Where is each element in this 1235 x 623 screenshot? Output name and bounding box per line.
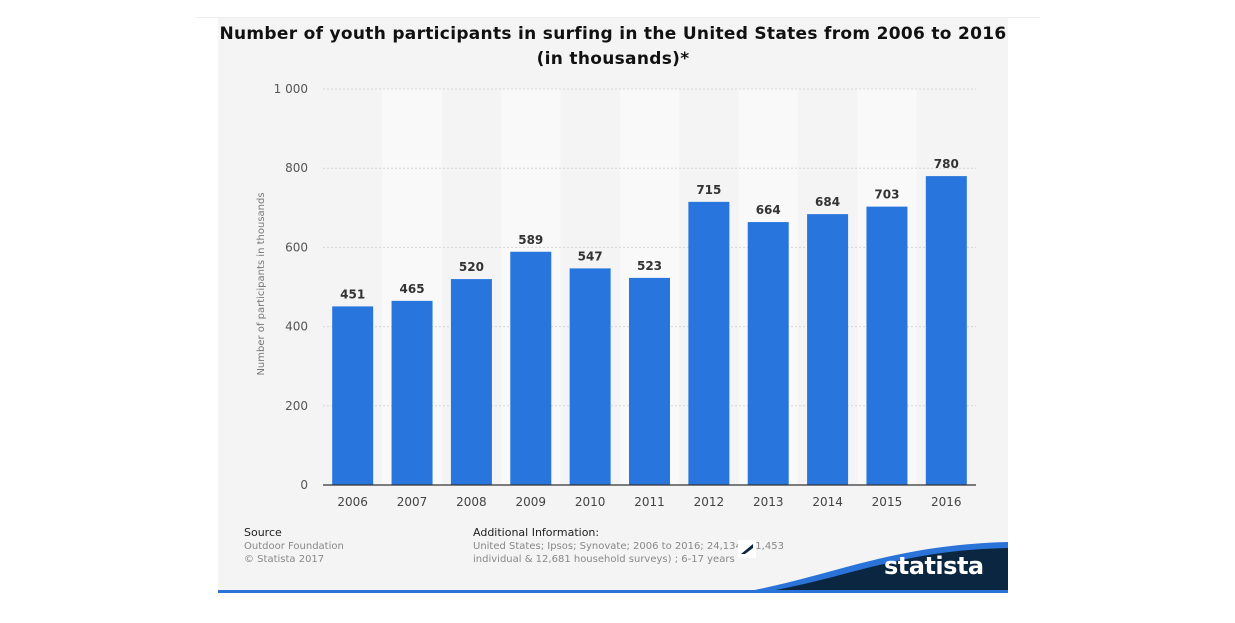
x-tick-label: 2016: [931, 495, 962, 509]
bar-2010[interactable]: [569, 268, 611, 485]
bar-2008[interactable]: [450, 279, 492, 485]
data-label: 520: [459, 260, 484, 274]
bar-2009[interactable]: [510, 251, 552, 485]
data-labels: 451 465 520 589 547 523 715 664 684 703 780: [340, 157, 959, 301]
x-tick-label: 2010: [575, 495, 606, 509]
additional-info-block: Additional Information: United States; I…: [473, 526, 793, 566]
source-link[interactable]: Outdoor Foundation: [244, 541, 344, 552]
additional-info-line-2: individual & 12,681 household surveys) ;…: [473, 554, 735, 565]
additional-info-line-1: United States; Ipsos; Synovate; 2006 to …: [473, 541, 784, 552]
bars: [332, 176, 967, 486]
data-label: 589: [518, 233, 543, 247]
data-label: 780: [934, 157, 959, 171]
x-tick-label: 2011: [634, 495, 665, 509]
copyright-text: © Statista 2017: [244, 554, 325, 565]
y-tick-label: 800: [285, 161, 308, 175]
data-label: 664: [756, 203, 781, 217]
data-label: 451: [340, 287, 365, 301]
y-tick-label: 200: [285, 399, 308, 413]
y-axis-ticks: 0 200 400 600 800 1 000: [274, 82, 308, 492]
y-tick-label: 0: [300, 478, 308, 492]
x-tick-label: 2008: [456, 495, 487, 509]
chart-title: Number of youth participants in surfing …: [218, 22, 1008, 72]
data-label: 703: [874, 188, 899, 202]
x-axis-ticks: 2006 2007 2008 2009 2010 2011 2012 2013 2014 2015…: [337, 495, 961, 509]
x-tick-label: 2006: [337, 495, 368, 509]
source-block: Source Outdoor Foundation © Statista 201…: [244, 526, 344, 566]
bar-2007[interactable]: [391, 300, 433, 485]
x-tick-label: 2009: [515, 495, 546, 509]
chart-title-line-2: (in thousands)*: [536, 49, 690, 69]
bar-2006[interactable]: [332, 306, 374, 485]
x-tick-label: 2014: [812, 495, 843, 509]
additional-info-heading: Additional Information:: [473, 526, 600, 539]
statista-mark-icon: [738, 540, 756, 558]
data-label: 684: [815, 195, 840, 209]
data-label: 547: [578, 249, 603, 263]
y-tick-label: 600: [285, 240, 308, 254]
brand-swoosh: [738, 542, 1008, 593]
bar-2012[interactable]: [688, 201, 730, 486]
top-divider: [195, 17, 1040, 18]
data-label: 715: [696, 183, 721, 197]
bar-2014[interactable]: [807, 214, 849, 486]
x-tick-label: 2015: [872, 495, 903, 509]
data-label: 465: [400, 282, 425, 296]
brand-wordmark: statista: [884, 552, 984, 580]
bar-2015[interactable]: [866, 206, 908, 485]
bar-2016[interactable]: [925, 176, 967, 485]
source-heading: Source: [244, 526, 282, 539]
chart-title-line-1: Number of youth participants in surfing …: [219, 24, 1007, 44]
x-tick-label: 2013: [753, 495, 784, 509]
bar-2013[interactable]: [747, 222, 789, 485]
x-tick-label: 2007: [397, 495, 428, 509]
data-label: 523: [637, 259, 662, 273]
y-tick-label: 1 000: [274, 82, 308, 96]
y-tick-label: 400: [285, 320, 308, 334]
bar-2011[interactable]: [629, 277, 670, 485]
chart-card: 451 465 520 589 547 523 715 664 684 703 780 2006 20…: [218, 18, 1008, 593]
statista-logo[interactable]: statista: [738, 540, 1008, 593]
bottom-accent-line: [218, 590, 1008, 593]
x-tick-label: 2012: [694, 495, 725, 509]
y-axis-title: Number of participants in thousands: [256, 192, 267, 375]
